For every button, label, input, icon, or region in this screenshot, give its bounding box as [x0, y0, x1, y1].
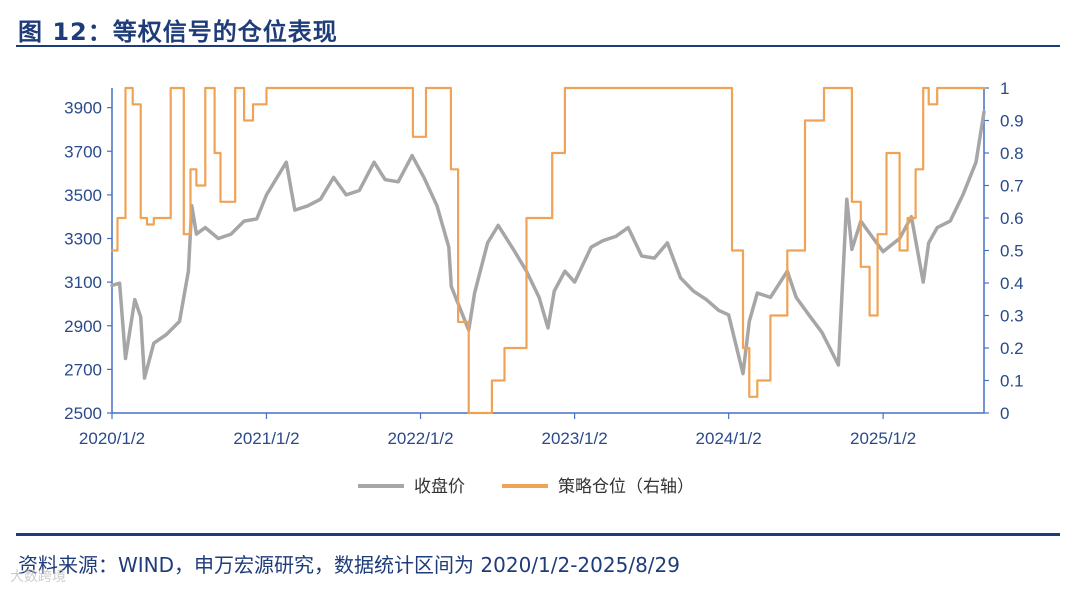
left-tick-label: 3700	[64, 142, 102, 161]
source-note: 资料来源：WIND，申万宏源研究，数据统计区间为 2020/1/2-2025/8…	[18, 553, 680, 577]
right-tick-label: 0.8	[1000, 144, 1024, 163]
x-tick-label: 2021/1/2	[233, 429, 299, 448]
right-tick-label: 0.7	[1000, 177, 1024, 196]
x-tick-label: 2025/1/2	[850, 429, 916, 448]
chart-legend: 收盘价 策略仓位（右轴）	[358, 477, 694, 497]
chart-axes	[107, 87, 989, 419]
left-tick-label: 3300	[64, 230, 102, 249]
left-tick-label: 3100	[64, 273, 102, 292]
right-tick-label: 0.6	[1000, 209, 1024, 228]
left-tick-label: 2900	[64, 317, 102, 336]
legend-label: 策略仓位（右轴）	[558, 477, 694, 497]
series-line-index	[110, 110, 986, 380]
right-tick-label: 0.5	[1000, 242, 1024, 261]
right-tick-label: 1	[1000, 79, 1009, 98]
right-tick-label: 0.9	[1000, 112, 1024, 131]
title-divider	[16, 45, 1060, 47]
source-divider	[16, 533, 1060, 536]
watermark: 大数跨境	[10, 569, 66, 585]
right-tick-label: 0	[1000, 404, 1009, 423]
right-tick-label: 0.1	[1000, 372, 1024, 391]
right-tick-label: 0.4	[1000, 274, 1024, 293]
right-tick-label: 0.3	[1000, 307, 1024, 326]
tick-labels: 2500 2700 2900 3100 3300 3500 3700 3900 0 0.1 0.2 0…	[64, 79, 1023, 448]
left-tick-label: 3900	[64, 99, 102, 118]
right-tick-label: 0.2	[1000, 339, 1024, 358]
left-tick-label: 2500	[64, 404, 102, 423]
left-tick-label: 2700	[64, 360, 102, 379]
figure-title: 图 12：等权信号的仓位表现	[18, 18, 338, 46]
legend-label: 收盘价	[414, 477, 465, 497]
x-tick-label: 2022/1/2	[387, 429, 453, 448]
series-layer	[110, 86, 986, 415]
x-tick-label: 2023/1/2	[541, 429, 607, 448]
left-tick-label: 3500	[64, 186, 102, 205]
x-tick-label: 2024/1/2	[696, 429, 762, 448]
series-line-position	[110, 86, 986, 415]
x-tick-label: 2020/1/2	[79, 429, 145, 448]
